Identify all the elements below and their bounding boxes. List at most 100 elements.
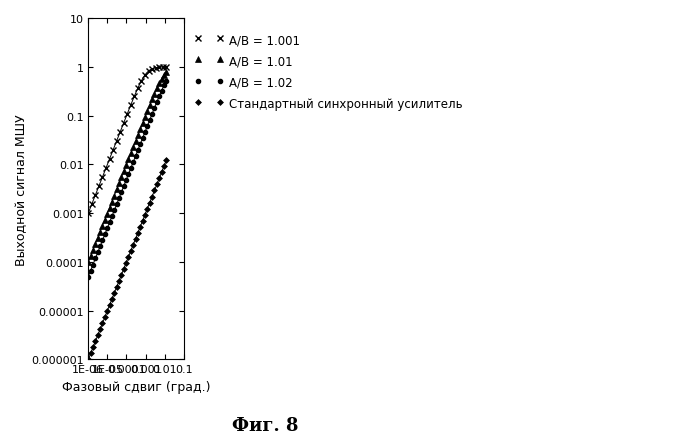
Стандартный синхронный усилитель xyxy=(91,339,99,344)
A/B = 1.02 xyxy=(131,154,140,159)
A/B = 1.001 xyxy=(91,193,99,198)
A/B = 1.02 xyxy=(150,106,159,111)
Стандартный синхронный усилитель xyxy=(96,327,104,332)
A/B = 1.02 xyxy=(162,79,171,84)
Стандартный синхронный усилитель xyxy=(94,333,102,338)
A/B = 1.001 xyxy=(152,66,160,71)
A/B = 1.01 xyxy=(138,121,147,126)
Стандартный синхронный усилитель xyxy=(103,309,111,314)
A/B = 1.01 xyxy=(131,139,140,145)
A/B = 1.01 xyxy=(150,92,159,97)
A/B = 1.02 xyxy=(99,238,107,243)
X-axis label: Фазовый сдвиг (град.): Фазовый сдвиг (град.) xyxy=(62,380,210,393)
A/B = 1.02 xyxy=(91,256,99,262)
A/B = 1.001 xyxy=(155,66,164,71)
A/B = 1.02 xyxy=(140,130,149,135)
A/B = 1.02 xyxy=(124,172,133,177)
A/B = 1.001 xyxy=(99,175,107,180)
A/B = 1.01 xyxy=(113,187,121,193)
A/B = 1.001 xyxy=(134,86,142,91)
A/B = 1.02 xyxy=(159,84,168,89)
A/B = 1.01 xyxy=(162,70,171,76)
A/B = 1.001 xyxy=(162,65,171,70)
A/B = 1.01 xyxy=(84,260,92,265)
A/B = 1.01 xyxy=(124,158,133,163)
A/B = 1.01 xyxy=(108,200,116,205)
A/B = 1.02 xyxy=(122,178,130,183)
A/B = 1.01 xyxy=(148,98,157,103)
A/B = 1.01 xyxy=(89,248,97,253)
Стандартный синхронный усилитель xyxy=(87,351,95,356)
A/B = 1.02 xyxy=(108,214,116,219)
A/B = 1.01 xyxy=(122,163,130,168)
Стандартный синхронный усилитель xyxy=(120,267,128,272)
Стандартный синхронный усилитель xyxy=(110,291,118,296)
A/B = 1.02 xyxy=(94,250,102,256)
A/B = 1.02 xyxy=(110,208,118,214)
Стандартный синхронный усилитель xyxy=(113,285,121,290)
A/B = 1.01 xyxy=(91,242,99,247)
Legend: A/B = 1.001, A/B = 1.01, A/B = 1.02, Стандартный синхронный усилитель: A/B = 1.001, A/B = 1.01, A/B = 1.02, Ста… xyxy=(192,32,466,113)
A/B = 1.001 xyxy=(113,139,121,144)
A/B = 1.01 xyxy=(101,217,109,223)
A/B = 1.02 xyxy=(143,124,152,129)
A/B = 1.02 xyxy=(113,202,121,207)
Line: Стандартный синхронный усилитель: Стандартный синхронный усилитель xyxy=(86,159,168,362)
Стандартный синхронный усилитель xyxy=(138,219,147,224)
Стандартный синхронный усилитель xyxy=(108,297,116,302)
A/B = 1.02 xyxy=(96,244,104,250)
Стандартный синхронный усилитель xyxy=(152,182,161,187)
A/B = 1.01 xyxy=(87,254,95,259)
A/B = 1.02 xyxy=(157,89,166,94)
A/B = 1.01 xyxy=(157,77,166,82)
Стандартный синхронный усилитель xyxy=(148,194,157,200)
A/B = 1.02 xyxy=(145,118,154,123)
Стандартный синхронный усилитель xyxy=(157,171,166,176)
A/B = 1.01 xyxy=(94,236,102,241)
Стандартный синхронный усилитель xyxy=(89,345,97,350)
A/B = 1.001 xyxy=(106,157,114,162)
Стандартный синхронный усилитель xyxy=(117,273,126,278)
A/B = 1.001 xyxy=(120,121,128,126)
A/B = 1.001 xyxy=(123,112,131,117)
A/B = 1.02 xyxy=(115,196,123,201)
Стандартный синхронный усилитель xyxy=(159,164,168,170)
A/B = 1.02 xyxy=(89,262,97,267)
A/B = 1.02 xyxy=(138,136,147,141)
Стандартный синхронный усилитель xyxy=(124,255,133,260)
Стандартный синхронный усилитель xyxy=(99,321,107,326)
A/B = 1.01 xyxy=(136,127,145,132)
A/B = 1.001 xyxy=(94,184,103,189)
A/B = 1.01 xyxy=(96,230,104,235)
A/B = 1.02 xyxy=(129,160,138,165)
Y-axis label: Выходной сигнал МШУ: Выходной сигнал МШУ xyxy=(15,114,28,265)
A/B = 1.02 xyxy=(127,166,135,171)
Стандартный синхронный усилитель xyxy=(131,237,140,242)
A/B = 1.01 xyxy=(129,145,138,151)
Стандартный синхронный усилитель xyxy=(136,224,145,230)
Стандартный синхронный усилитель xyxy=(84,357,92,362)
Стандартный синхронный усилитель xyxy=(101,315,109,320)
Line: A/B = 1.001: A/B = 1.001 xyxy=(85,64,170,217)
A/B = 1.02 xyxy=(87,268,95,273)
Стандартный синхронный усилитель xyxy=(129,243,138,248)
Стандартный синхронный усилитель xyxy=(134,230,142,236)
Стандартный синхронный усилитель xyxy=(122,261,130,266)
Стандартный синхронный усилитель xyxy=(106,303,114,308)
A/B = 1.01 xyxy=(115,181,123,187)
A/B = 1.01 xyxy=(140,115,149,121)
A/B = 1.01 xyxy=(117,175,126,181)
A/B = 1.01 xyxy=(155,82,164,87)
A/B = 1.001 xyxy=(109,148,117,153)
A/B = 1.01 xyxy=(127,151,135,157)
A/B = 1.02 xyxy=(103,226,111,231)
A/B = 1.001 xyxy=(159,65,167,70)
A/B = 1.02 xyxy=(148,112,157,117)
Стандартный синхронный усилитель xyxy=(143,207,152,212)
Стандартный синхронный усилитель xyxy=(145,201,154,206)
A/B = 1.01 xyxy=(106,206,114,211)
A/B = 1.01 xyxy=(103,211,111,217)
A/B = 1.001 xyxy=(127,103,135,108)
A/B = 1.02 xyxy=(117,190,126,195)
A/B = 1.001 xyxy=(137,79,145,84)
